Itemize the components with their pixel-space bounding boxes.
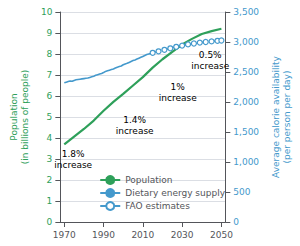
- svg-text:(per person per day): (per person per day): [282, 71, 292, 164]
- svg-text:Population: Population: [9, 93, 19, 140]
- svg-text:1,500: 1,500: [233, 127, 259, 137]
- svg-text:1%: 1%: [171, 82, 186, 92]
- svg-text:6: 6: [47, 91, 53, 101]
- svg-text:2,500: 2,500: [233, 67, 259, 77]
- svg-text:(in billions of people): (in billions of people): [20, 70, 30, 165]
- svg-text:Dietary energy supply: Dietary energy supply: [125, 188, 225, 198]
- svg-text:7: 7: [47, 70, 53, 80]
- svg-text:increase: increase: [191, 61, 229, 71]
- svg-text:2010: 2010: [131, 230, 154, 240]
- svg-text:5: 5: [47, 112, 53, 122]
- svg-text:1.8%: 1.8%: [62, 149, 85, 159]
- svg-text:4: 4: [47, 133, 53, 143]
- svg-text:increase: increase: [54, 160, 92, 170]
- svg-text:Population: Population: [125, 175, 172, 185]
- svg-text:500: 500: [233, 187, 250, 197]
- svg-text:1: 1: [47, 196, 53, 206]
- svg-text:increase: increase: [116, 126, 154, 136]
- svg-text:FAO estimates: FAO estimates: [125, 201, 190, 211]
- svg-text:Average calorie availability: Average calorie availability: [271, 55, 281, 178]
- svg-text:0: 0: [233, 217, 239, 227]
- svg-text:2: 2: [47, 175, 53, 185]
- svg-text:3,000: 3,000: [233, 37, 259, 47]
- svg-text:2050: 2050: [210, 230, 233, 240]
- svg-text:1990: 1990: [92, 230, 115, 240]
- svg-text:increase: increase: [159, 93, 197, 103]
- svg-text:10: 10: [41, 7, 53, 17]
- svg-text:2030: 2030: [171, 230, 194, 240]
- svg-text:1970: 1970: [53, 230, 76, 240]
- svg-text:9: 9: [47, 28, 53, 38]
- svg-text:2,000: 2,000: [233, 97, 259, 107]
- svg-text:0.5%: 0.5%: [199, 50, 222, 60]
- svg-text:1,000: 1,000: [233, 157, 259, 167]
- svg-text:3,500: 3,500: [233, 7, 259, 17]
- svg-text:8: 8: [47, 49, 53, 59]
- svg-text:1.4%: 1.4%: [123, 115, 146, 125]
- svg-text:3: 3: [47, 154, 53, 164]
- svg-text:0: 0: [47, 217, 53, 227]
